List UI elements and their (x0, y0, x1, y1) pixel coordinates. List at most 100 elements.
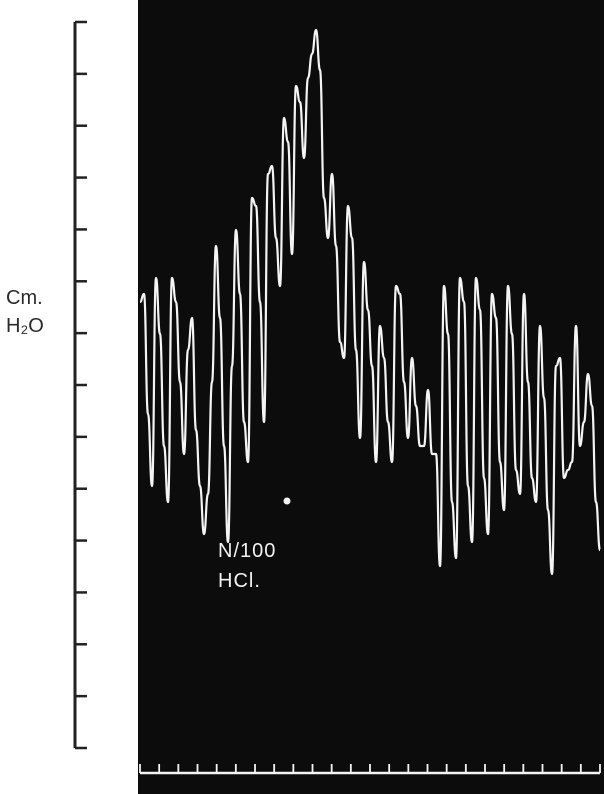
data-point (351, 237, 352, 238)
data-point (371, 365, 372, 366)
data-point (383, 357, 384, 358)
data-point (423, 445, 424, 446)
data-point (487, 533, 488, 534)
data-point (231, 365, 232, 366)
data-point (191, 317, 192, 318)
data-point (303, 157, 304, 158)
y-axis-label-line-1: Cm. (6, 287, 43, 309)
data-point (279, 285, 280, 286)
data-point (479, 309, 480, 310)
annotation-line-1: N/100 (218, 540, 277, 562)
data-point (531, 477, 532, 478)
data-point (163, 445, 164, 446)
data-point (551, 573, 552, 574)
data-point (207, 493, 208, 494)
pressure-trace (139, 28, 602, 576)
data-point (455, 557, 456, 558)
data-point (411, 357, 412, 358)
data-point (223, 445, 224, 446)
data-point (471, 541, 472, 542)
data-point (459, 277, 460, 278)
data-point (347, 205, 348, 206)
data-point (511, 333, 512, 334)
data-point (415, 405, 416, 406)
data-point (307, 77, 308, 78)
data-point (571, 461, 572, 462)
data-point (539, 325, 540, 326)
data-point (427, 389, 428, 390)
data-point (535, 501, 536, 502)
data-point (195, 429, 196, 430)
data-point (299, 101, 300, 102)
data-point (263, 421, 264, 422)
x-axis (139, 764, 601, 775)
data-point (575, 325, 576, 326)
data-point (251, 197, 252, 198)
y-axis-label-line-2: H₂O (6, 315, 44, 337)
data-point (239, 293, 240, 294)
data-point (159, 333, 160, 334)
data-point (367, 309, 368, 310)
data-point (435, 453, 436, 454)
data-point (547, 509, 548, 510)
data-point (419, 445, 420, 446)
data-point (359, 437, 360, 438)
data-point (287, 141, 288, 142)
data-point (559, 357, 560, 358)
data-point (331, 173, 332, 174)
data-point (139, 301, 140, 302)
data-point (203, 533, 204, 534)
data-point (271, 165, 272, 166)
stimulus-marker (283, 497, 291, 505)
data-point (183, 453, 184, 454)
data-point (243, 421, 244, 422)
data-point (515, 469, 516, 470)
data-point (579, 445, 580, 446)
data-point (439, 565, 440, 566)
data-point (387, 421, 388, 422)
data-point (595, 501, 596, 502)
data-point (395, 285, 396, 286)
data-point (259, 301, 260, 302)
data-point (555, 365, 556, 366)
data-point (247, 461, 248, 462)
data-point (567, 469, 568, 470)
data-point (443, 285, 444, 286)
data-point (295, 85, 296, 86)
data-point (495, 317, 496, 318)
data-point (343, 357, 344, 358)
data-point (467, 485, 468, 486)
data-point (543, 397, 544, 398)
data-point (483, 477, 484, 478)
data-point (475, 277, 476, 278)
data-point (599, 549, 600, 550)
data-point (219, 317, 220, 318)
data-point (391, 461, 392, 462)
data-point (507, 285, 508, 286)
data-point (179, 381, 180, 382)
data-point (199, 485, 200, 486)
data-point (147, 413, 148, 414)
data-point (339, 341, 340, 342)
data-point (187, 349, 188, 350)
data-point (315, 29, 316, 30)
data-point (563, 477, 564, 478)
data-point (323, 197, 324, 198)
data-point (215, 245, 216, 246)
data-point (503, 509, 504, 510)
data-point (235, 229, 236, 230)
data-point (151, 485, 152, 486)
data-point (327, 237, 328, 238)
data-point (175, 301, 176, 302)
data-point (447, 333, 448, 334)
data-point (399, 293, 400, 294)
data-point (335, 245, 336, 246)
data-point (355, 349, 356, 350)
data-point (171, 277, 172, 278)
data-point (255, 205, 256, 206)
y-axis (73, 20, 87, 750)
data-point (527, 381, 528, 382)
data-point (275, 237, 276, 238)
data-point (155, 277, 156, 278)
